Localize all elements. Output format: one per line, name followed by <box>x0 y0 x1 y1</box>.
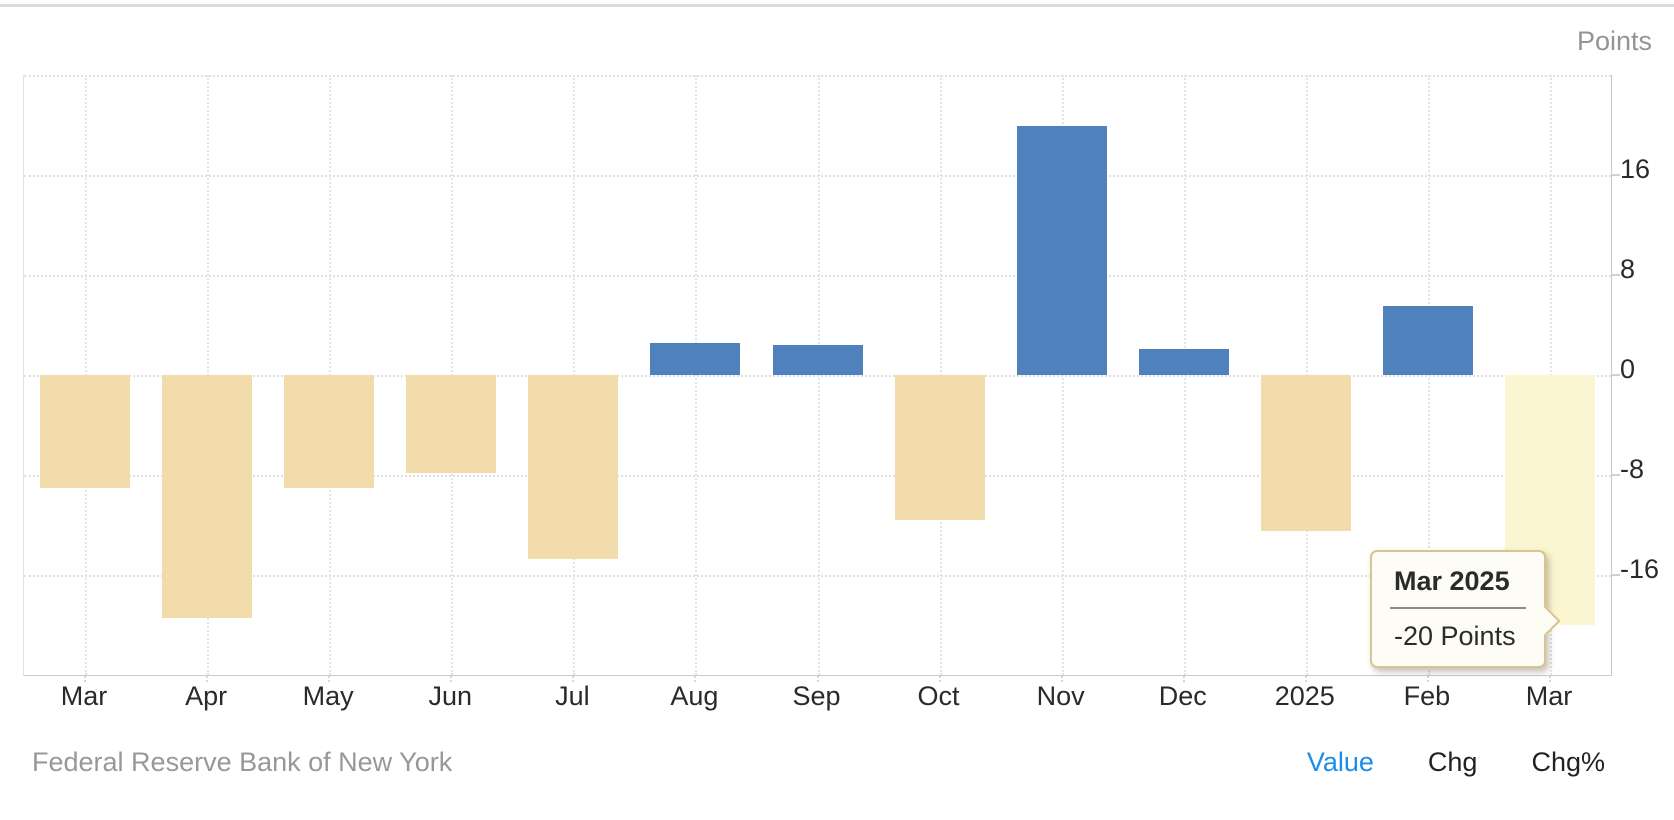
tooltip-title: Mar 2025 <box>1394 566 1510 596</box>
page-top-divider <box>0 4 1674 7</box>
bar-jul[interactable] <box>528 375 619 559</box>
bar-aug[interactable] <box>650 342 741 375</box>
tooltip-divider <box>1390 607 1526 609</box>
y-axis-label-16: 16 <box>1620 154 1651 184</box>
x-axis-label-sep: Sep <box>792 681 841 711</box>
source-attribution: Federal Reserve Bank of New York <box>32 747 453 777</box>
y-axis-tick--8 <box>1611 474 1620 476</box>
bar-jun[interactable] <box>406 375 497 473</box>
y-axis-label--8: -8 <box>1620 454 1645 484</box>
y-axis-label-0: 0 <box>1620 354 1636 384</box>
gridline-v-feb <box>1427 75 1430 675</box>
x-axis-tick-mar <box>84 676 87 682</box>
tooltip: Mar 2025 -20 Points <box>1370 550 1561 668</box>
x-axis-label-dec: Dec <box>1158 681 1207 711</box>
footer-link-chgpct[interactable]: Chg% <box>1531 747 1605 777</box>
x-axis-tick-may <box>328 676 331 682</box>
x-axis-tick-dec <box>1182 676 1185 682</box>
x-axis-tick-nov <box>1060 676 1063 682</box>
bar-oct[interactable] <box>894 375 985 520</box>
y-axis-tick--16 <box>1611 574 1620 576</box>
y-axis-tick-0 <box>1611 374 1620 376</box>
x-axis-tick-2025 <box>1304 676 1307 682</box>
footer-link-value[interactable]: Value <box>1306 747 1374 777</box>
y-axis-label-8: 8 <box>1620 254 1636 284</box>
x-axis-label-mar: Mar <box>1525 681 1573 711</box>
x-axis-label-nov: Nov <box>1036 681 1085 711</box>
x-axis-tick-feb <box>1426 676 1429 682</box>
bar-may[interactable] <box>284 375 375 488</box>
bar-mar[interactable] <box>40 375 131 488</box>
x-axis-label-aug: Aug <box>670 681 719 711</box>
x-axis-label-feb: Feb <box>1403 681 1451 711</box>
x-axis-label-may: May <box>302 681 354 711</box>
bar-nov[interactable] <box>1016 126 1107 375</box>
y-axis-tick-16 <box>1611 174 1620 176</box>
x-axis-tick-oct <box>938 676 941 682</box>
footer-view-toggles: Value Chg Chg% <box>1307 749 1605 776</box>
x-axis-label-jul: Jul <box>555 681 590 711</box>
y-axis-title: Points <box>1576 26 1652 56</box>
bar-dec[interactable] <box>1138 348 1229 375</box>
tooltip-value: -20 Points <box>1394 621 1516 651</box>
bar-feb[interactable] <box>1382 306 1473 375</box>
gridline-v-sep <box>817 75 820 675</box>
gridline-v-aug <box>695 75 698 675</box>
plot-area <box>23 75 1612 676</box>
bar-apr[interactable] <box>162 375 253 618</box>
x-axis-tick-aug <box>694 676 697 682</box>
x-axis-label-mar: Mar <box>60 681 108 711</box>
x-axis-tick-mar <box>1548 676 1551 682</box>
x-axis-tick-jul <box>572 676 575 682</box>
gridline-v-nov <box>1061 75 1064 675</box>
bar-2025[interactable] <box>1260 375 1351 532</box>
x-axis-label-apr: Apr <box>185 681 228 711</box>
x-axis-label-oct: Oct <box>917 681 960 711</box>
x-axis-label-2025: 2025 <box>1274 681 1335 711</box>
x-axis-tick-sep <box>816 676 819 682</box>
x-axis-tick-apr <box>206 676 209 682</box>
x-axis-label-jun: Jun <box>428 681 473 711</box>
y-axis-label--16: -16 <box>1620 554 1660 584</box>
bar-sep[interactable] <box>772 345 863 375</box>
y-axis-tick-8 <box>1611 274 1620 276</box>
gridline-v-dec <box>1183 75 1186 675</box>
footer-link-chg[interactable]: Chg <box>1427 747 1478 777</box>
x-axis-tick-jun <box>450 676 453 682</box>
